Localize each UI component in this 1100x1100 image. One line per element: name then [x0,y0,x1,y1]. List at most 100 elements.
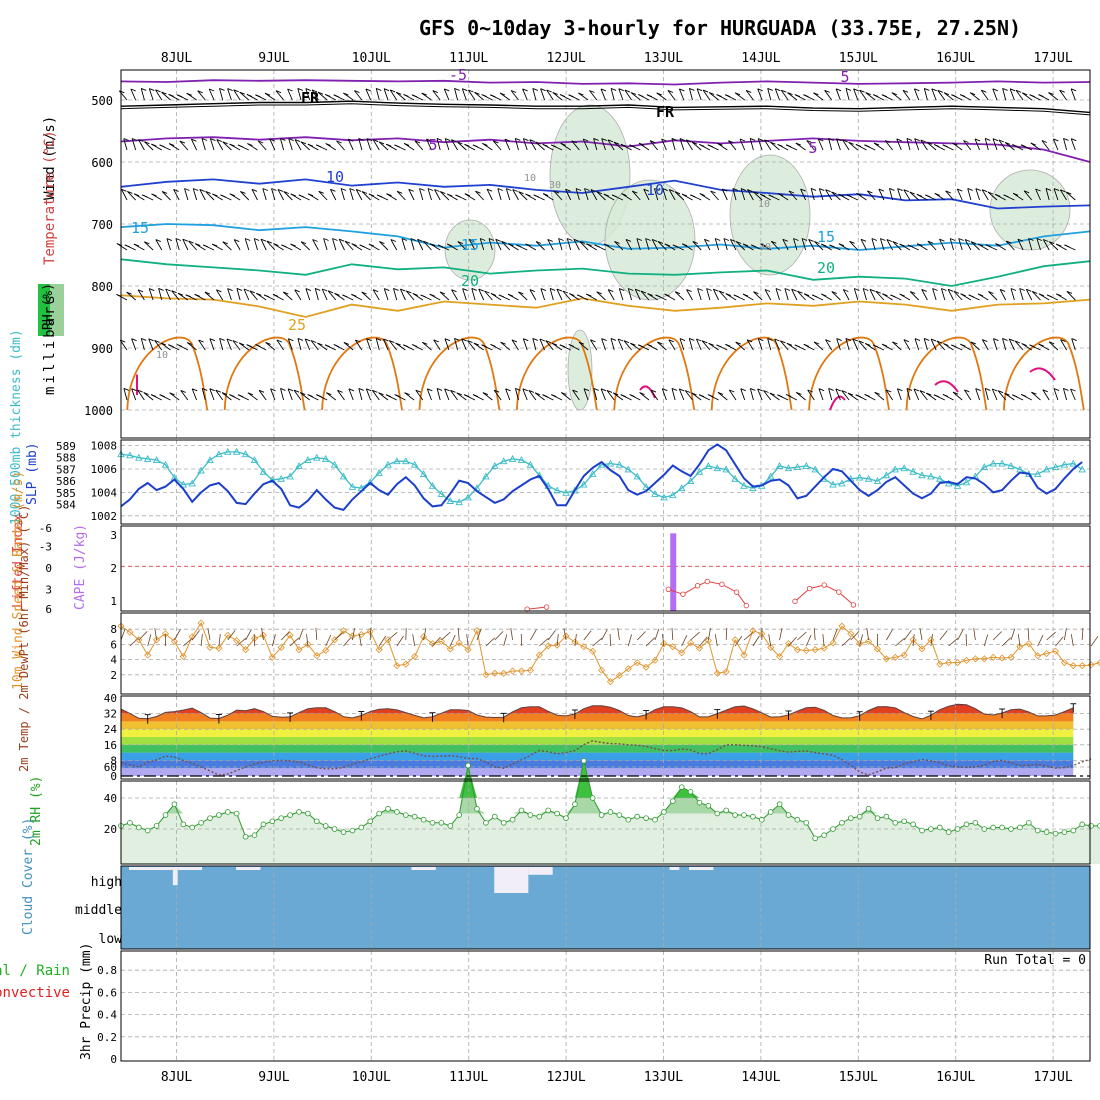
wind-barb [685,139,693,151]
wind-barb [752,191,763,201]
wind-barb [791,289,798,301]
wind-barb-flag [685,139,692,143]
cloud-level-label: high [91,875,122,890]
wind-barb-10m [654,628,660,641]
wind-barb-flag [1017,238,1024,242]
wind-barb [138,139,145,151]
thickness-point [749,484,757,492]
thickness-point [980,463,989,471]
wind-barb-flag [924,337,930,341]
wind-barb-flag [348,138,354,142]
wind-barb-flag [760,193,766,197]
wind-barb-flag [490,94,496,98]
cape-bar [670,533,677,611]
wind-speed-point [971,655,979,663]
wind-speed-point [313,652,321,660]
wind-barb [947,289,954,301]
li-tick: -3 [39,541,52,554]
wind-barb-flag [202,244,209,248]
wind-barb [678,88,685,101]
thickness-point [1033,470,1042,478]
wind-barb [297,338,302,351]
wind-barb-flag [992,138,999,142]
wind-barb-10m [708,628,711,641]
wind-barb [258,390,267,401]
thickness-point [989,459,997,467]
wind-barb-10m [369,627,372,641]
wind-barb [884,140,893,151]
panel-frame-rh [120,780,1091,865]
wind-barb [668,339,676,351]
wind-barb-flag [185,294,191,298]
wind-barb-flag [501,240,507,244]
wind-barb-flag [385,394,392,398]
wind-barb-flag [568,343,574,347]
wind-barb [540,88,546,101]
wind-barb-flag [958,238,964,241]
wind-barb-flag [801,238,808,241]
wind-barb-flag [300,392,306,396]
wind-barb [958,238,963,251]
wind-barb [1063,138,1068,151]
wind-barb-flag [227,88,233,92]
wind-barb [173,189,180,201]
wind-barb [645,238,650,251]
wind-barb-10m [699,636,708,647]
wind-barb [627,288,633,301]
wind-barb-flag [943,92,950,96]
wind-barb [175,238,180,251]
wind-barb-flag [272,293,279,297]
thickness-tick: 586 [56,475,76,488]
wind-barb-flag [740,188,747,192]
thickness-point [491,461,499,469]
wind-barb-flag [767,337,773,341]
thickness-point [553,486,561,494]
thickness-point [1007,461,1015,469]
wind-barb-flag [913,388,920,392]
wind-barb [1015,90,1024,101]
wind-barb-flag [209,88,215,92]
wind-barb [215,389,224,401]
wind-barb [1023,190,1033,201]
thickness-point [250,456,259,463]
wind-barb-flag [177,344,183,347]
wind-barb-flag [131,138,138,141]
wind-barb-flag [482,392,489,396]
wind-barb [992,138,998,151]
wind-barb-10m [147,634,152,647]
wind-barb-flag [427,388,433,392]
wind-barb [421,92,432,101]
wind-barb [589,90,598,101]
wind-barb [945,190,954,201]
wind-barb-flag [204,291,211,295]
rh-point [580,757,587,764]
cape-ylabel-right: CAPE (J/kg) [73,524,88,610]
wind-barb [227,88,232,101]
wind-barb-flag [873,142,880,146]
wind-barb [1045,188,1050,201]
wind-barb [1052,138,1059,151]
wind-barb-flag [366,388,372,392]
wind-barb [728,389,737,401]
wind-barb-flag [490,343,496,347]
lifted-index-point [743,602,749,609]
wind-barb-flag [307,193,314,197]
wind-barb [462,288,467,301]
contour-label: 5 [808,139,817,157]
temp-ytick: 0 [110,770,117,783]
wind-barb-flag [1012,192,1019,196]
wind-barb-10m [983,634,989,647]
thickness-point [1042,465,1051,473]
wind-barb-flag [330,188,336,192]
wind-barb-flag [992,88,998,92]
wind-barb-flag [421,92,427,96]
wind-barb [739,138,746,151]
wind-barb [144,141,154,151]
thickness-point [855,473,864,481]
wind-barb-flag [873,94,879,98]
wind-barb-flag [608,289,614,293]
wind-barb-flag [393,287,399,291]
wind-barb-flag [880,238,886,241]
wind-barb [717,392,728,401]
wind-speed-point [1087,661,1095,669]
